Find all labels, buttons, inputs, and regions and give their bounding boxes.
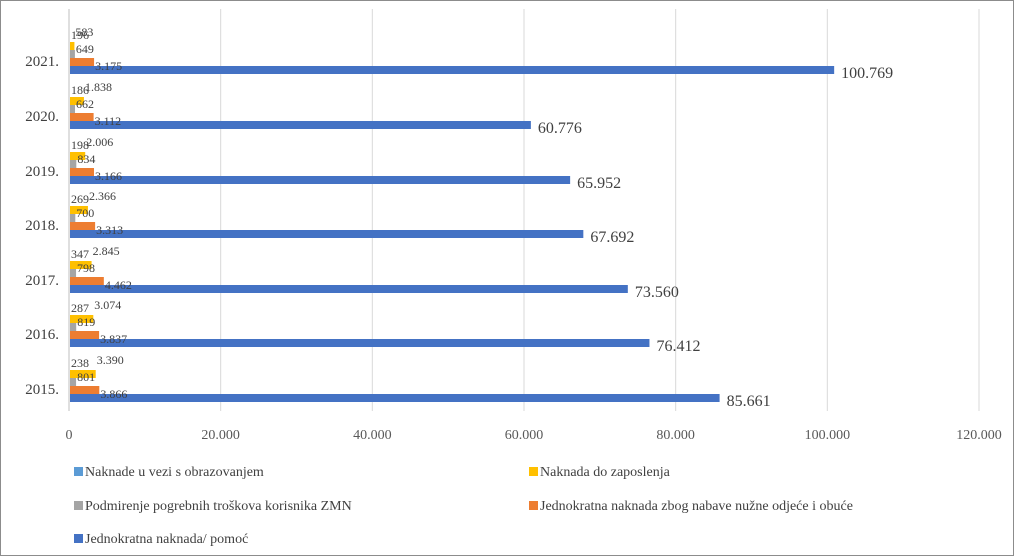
bar (70, 315, 94, 323)
legend: Naknade u vezi s obrazovanjem Naknada do … (74, 465, 853, 547)
legend-swatch (529, 467, 538, 476)
x-tick-label: 40.000 (353, 428, 392, 443)
bar (70, 42, 75, 50)
data-label: 2.845 (93, 244, 120, 258)
bar (70, 160, 77, 168)
legend-swatch (74, 467, 83, 476)
bar (70, 261, 92, 269)
y-category-label: 2018. (25, 218, 59, 234)
bar (70, 168, 95, 176)
bar (70, 285, 628, 293)
legend-label: Naknade u vezi s obrazovanjem (85, 465, 264, 480)
data-label: 238 (71, 356, 89, 370)
legend-label: Podmirenje pogrebnih troškova korisnika … (85, 499, 352, 514)
data-label: 649 (76, 42, 94, 56)
y-category-label: 2015. (25, 382, 59, 398)
bar (70, 121, 531, 129)
bar (70, 176, 571, 184)
y-category-label: 2017. (25, 273, 59, 289)
data-label: 100.769 (841, 65, 893, 82)
axes: 0 20.000 40.000 60.000 80.000 100.000 120.000 2… (25, 54, 1002, 443)
data-label: 85.661 (727, 393, 771, 410)
data-label: 3.166 (95, 169, 122, 183)
data-label: 3.074 (94, 298, 121, 312)
legend-swatch (74, 501, 83, 510)
bar (70, 386, 100, 394)
data-label: 2.366 (89, 189, 116, 203)
y-category-label: 2019. (25, 164, 59, 180)
data-label: 287 (71, 301, 89, 315)
data-label: 186 (71, 83, 89, 97)
data-label: 700 (76, 206, 94, 220)
y-category-label: 2016. (25, 327, 59, 343)
data-label: 67.692 (590, 229, 634, 246)
data-label: 3.175 (95, 59, 122, 73)
x-tick-label: 60.000 (505, 428, 544, 443)
data-label: 269 (71, 192, 89, 206)
y-category-label: 2020. (25, 109, 59, 125)
x-tick-label: 20.000 (201, 428, 240, 443)
bar (70, 214, 76, 222)
data-label: 583 (75, 25, 93, 39)
bar (70, 50, 75, 58)
bar (70, 230, 584, 238)
data-label: 834 (77, 152, 95, 166)
bar (70, 394, 720, 402)
bar (70, 105, 76, 113)
data-label: 3.390 (97, 353, 124, 367)
data-label: 76.412 (656, 338, 700, 355)
data-label: 662 (76, 97, 94, 111)
bar (70, 206, 88, 214)
bar (70, 370, 96, 378)
legend-swatch (529, 501, 538, 510)
bar (70, 97, 84, 105)
bar (70, 58, 95, 66)
bar (70, 222, 96, 230)
bar (70, 113, 94, 121)
bar (70, 152, 86, 160)
data-label: 198 (71, 138, 89, 152)
data-label: 3.112 (95, 114, 122, 128)
bar (70, 339, 650, 347)
legend-label: Naknada do zaposlenja (540, 465, 671, 480)
bar (70, 277, 104, 285)
data-label: 73.560 (635, 284, 679, 301)
bars (70, 42, 835, 402)
data-label: 347 (71, 247, 89, 261)
data-label: 3.313 (96, 223, 123, 237)
data-label: 60.776 (538, 120, 582, 137)
legend-label: Jednokratna naknada/ pomoć (85, 532, 248, 547)
data-label: 2.006 (86, 135, 113, 149)
x-tick-label: 80.000 (656, 428, 695, 443)
bar (70, 269, 77, 277)
grid-lines (68, 9, 980, 411)
data-label: 3.837 (100, 332, 127, 346)
data-label: 3.866 (100, 387, 127, 401)
legend-swatch (74, 534, 83, 543)
y-category-label: 2021. (25, 54, 59, 70)
data-label: 801 (77, 370, 95, 384)
x-tick-label: 100.000 (805, 428, 851, 443)
data-label: 798 (77, 261, 95, 275)
data-label: 1.838 (85, 80, 112, 94)
x-tick-label: 120.000 (956, 428, 1002, 443)
data-label: 65.952 (577, 175, 621, 192)
bar (70, 331, 100, 339)
data-label: 819 (77, 315, 95, 329)
bar (70, 323, 77, 331)
data-label: 4.462 (105, 278, 132, 292)
x-tick-label: 0 (66, 428, 73, 443)
data-label: 196 (71, 28, 89, 42)
bar (70, 378, 77, 386)
legend-label: Jednokratna naknada zbog nabave nužne od… (540, 499, 853, 514)
bar (70, 66, 835, 74)
